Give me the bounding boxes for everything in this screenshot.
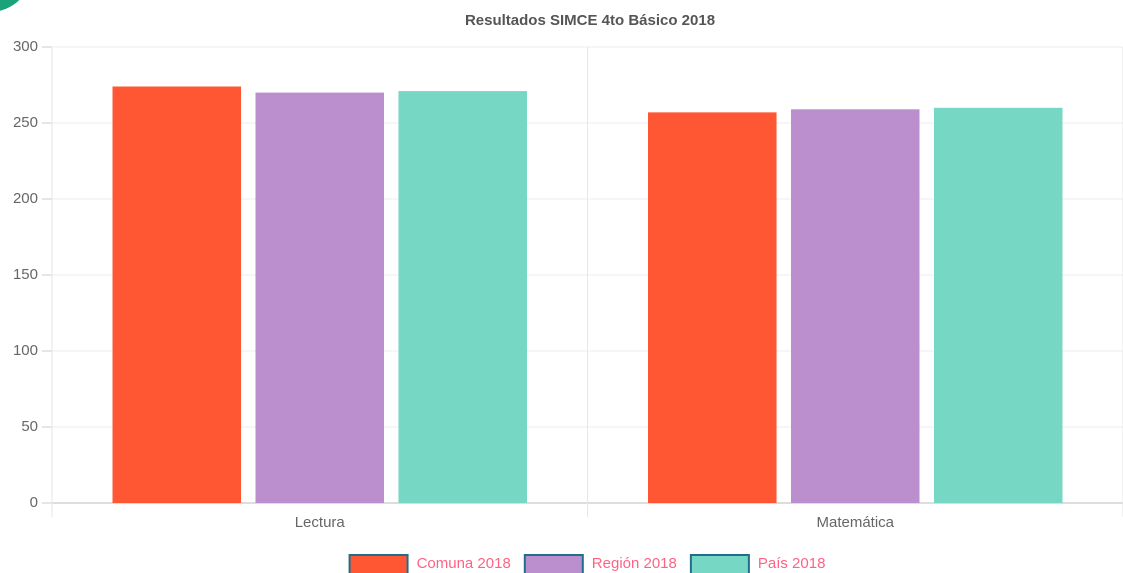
corner-logo [0,0,20,11]
y-tick-label: 250 [13,114,38,131]
legend-label: Región 2018 [592,555,677,572]
x-tick-label: Lectura [295,514,346,531]
y-tick-label: 100 [13,342,38,359]
legend-label: País 2018 [758,555,826,572]
y-tick-label: 50 [21,418,38,435]
y-tick-label: 150 [13,266,38,283]
y-tick-label: 200 [13,190,38,207]
legend-swatch [689,554,750,573]
bar [398,91,527,503]
bar [648,112,777,504]
legend-label: Comuna 2018 [417,555,511,572]
y-tick-label: 0 [30,494,38,511]
chart-title: Resultados SIMCE 4to Básico 2018 [465,12,715,29]
bar [790,109,920,503]
bar [933,107,1063,504]
legend-swatch [348,554,409,573]
x-tick-label: Matemática [816,514,894,531]
bar [255,92,385,503]
legend-swatch [523,554,584,573]
y-tick-label: 300 [13,38,38,55]
bar [112,86,242,504]
